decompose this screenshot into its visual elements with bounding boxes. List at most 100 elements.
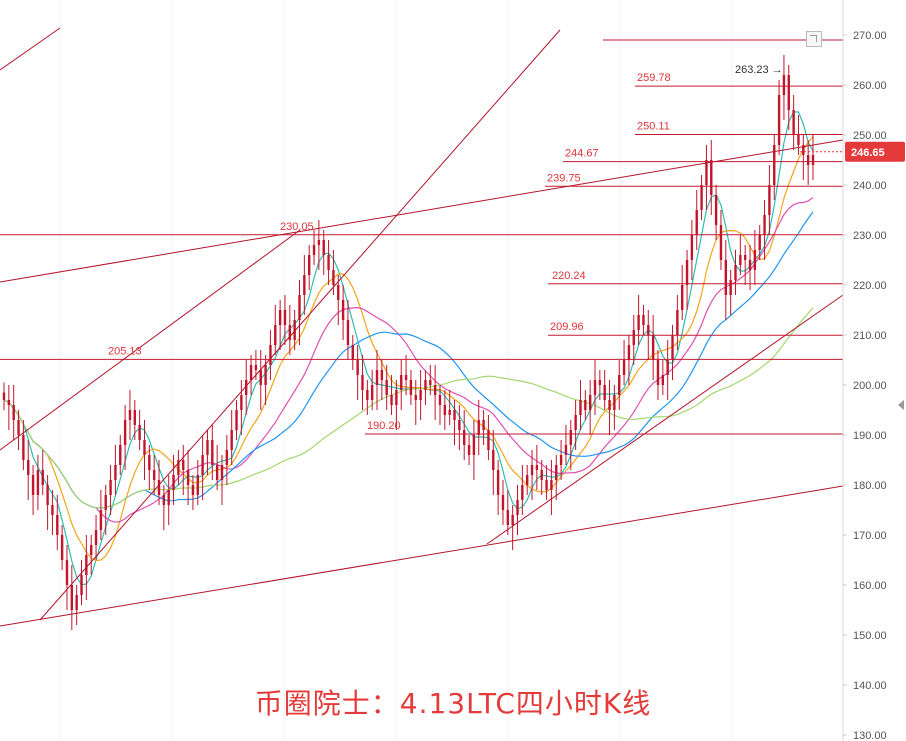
candle-body [710,160,713,195]
candle-body [119,445,122,465]
level-label: 205.13 [108,345,142,357]
candle-body [317,240,321,245]
level-label: 230.05 [280,221,314,233]
trend-line [39,29,561,621]
candle-body [792,110,795,135]
candle-body [206,440,209,455]
candle-body [375,370,379,385]
axis-tick-label: 240.00 [853,180,887,192]
candle-body [467,445,471,455]
level-label: 220.24 [552,270,586,282]
candle-body [671,335,674,360]
candle-body [618,375,621,395]
trend-line [486,294,844,545]
current-price-text: 246.65 [851,147,885,159]
candle-body [60,535,64,560]
axis-tick-label: 210.00 [853,330,887,342]
chart-caption: 币圈院士：4.13LTC四小时K线 [254,687,652,720]
axis-tick-label: 200.00 [853,380,887,392]
candles [2,55,815,630]
candle-body [690,235,694,260]
candle-body [211,440,214,465]
candle-body [758,235,761,250]
candle-body [763,215,766,235]
candle-body [259,370,262,385]
candle-body [584,400,587,410]
candle-body [676,310,679,335]
candle-body [240,395,243,410]
candle-body [802,145,805,155]
axis-tick-label: 160.00 [853,580,887,592]
axis-tick-label: 220.00 [853,280,887,292]
candle-body [312,245,316,255]
trend-channels [0,27,844,627]
candle-body [666,360,669,375]
candle-body [506,510,510,525]
candle-body [254,365,258,370]
candle-body [540,470,543,480]
candle-body [438,395,442,405]
candle-body [283,310,287,325]
candle-body [496,470,500,495]
trend-line [0,27,61,71]
candle-body [104,495,107,510]
ma-magenta-line [3,197,814,523]
candle-body [307,255,311,275]
candle-body [574,415,577,430]
candle-body [477,420,480,435]
high-price-label: 263.23 → [735,64,783,76]
candle-body [608,400,611,410]
candle-body [404,375,408,380]
axis-tick-label: 150.00 [853,630,887,642]
candle-body [269,345,272,365]
scroll-left-icon[interactable] [898,400,904,410]
annotations: 263.23 → 246.65 [735,64,905,162]
candle-body [215,465,219,480]
candle-body [99,510,103,530]
candle-body [36,470,40,495]
axis-tick-label: 170.00 [853,530,887,542]
candle-body [782,75,786,95]
chart-settings-icon[interactable] [806,31,822,47]
candle-body [385,380,388,395]
candle-body [719,225,723,260]
candle-body [773,145,776,185]
candle-body [109,480,112,495]
candle-body [114,465,117,480]
candle-body [516,500,519,515]
candle-body [346,320,350,345]
horizontal-levels: 259.78 250.11 244.67 239.75 230.05 220.24 209.… [0,39,843,435]
axis-tick-label: 140.00 [853,680,887,692]
candle-body [685,260,689,285]
candle-body [448,410,451,415]
candle-body [550,480,553,490]
candle-body [293,320,296,340]
candle-body [622,360,626,375]
candle-body [332,270,335,285]
candle-body [351,345,354,360]
candle-body [75,595,78,610]
candle-body [395,390,398,405]
candle-body [535,465,539,470]
candle-body [235,410,238,430]
candle-body [27,460,30,475]
candle-body [598,380,602,385]
candle-body [249,365,253,380]
candle-body [172,475,175,490]
candle-body [429,380,432,385]
candle-body [12,405,15,420]
candle-body [7,400,11,405]
candle-body [225,450,229,465]
candle-body [230,430,233,450]
axis-tick-label: 180.00 [853,480,887,492]
candle-body [196,475,199,495]
level-label: 190.20 [367,420,401,432]
candle-body [94,530,98,545]
candle-body [366,390,369,400]
ma-green-line [3,307,814,509]
candle-body [157,480,161,495]
level-label: 259.78 [637,72,671,84]
candle-body [564,445,568,455]
candle-body [162,495,166,505]
